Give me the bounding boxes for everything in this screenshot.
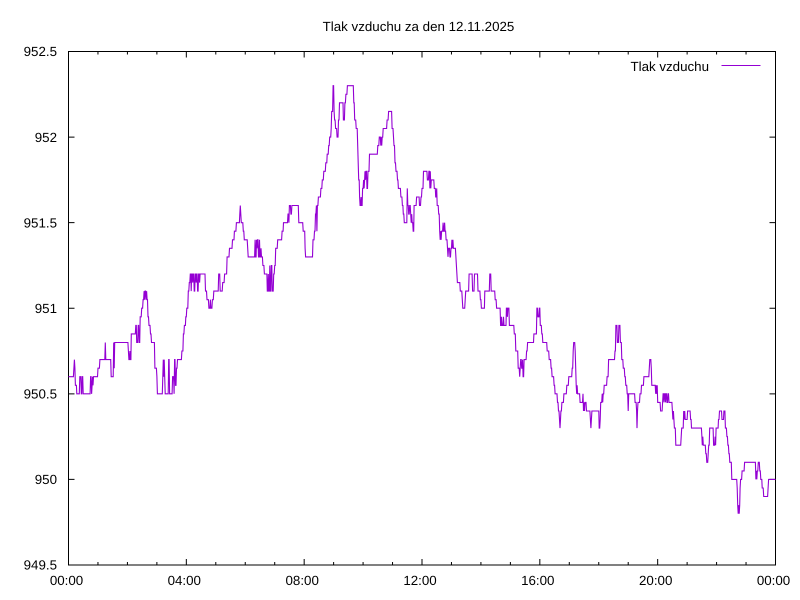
svg-text:951: 951 <box>35 301 57 316</box>
svg-text:04:00: 04:00 <box>168 573 201 588</box>
svg-text:08:00: 08:00 <box>286 573 319 588</box>
svg-text:00:00: 00:00 <box>757 573 790 588</box>
svg-text:950.5: 950.5 <box>24 387 57 402</box>
svg-text:16:00: 16:00 <box>521 573 554 588</box>
svg-text:Tlak vzduchu za den 12.11.2025: Tlak vzduchu za den 12.11.2025 <box>323 19 515 34</box>
svg-text:12:00: 12:00 <box>403 573 436 588</box>
svg-text:952: 952 <box>35 130 57 145</box>
svg-text:952.5: 952.5 <box>24 44 57 59</box>
svg-text:Tlak vzduchu: Tlak vzduchu <box>630 59 709 74</box>
svg-text:951.5: 951.5 <box>24 215 57 230</box>
svg-text:00:00: 00:00 <box>50 573 83 588</box>
svg-text:950: 950 <box>35 472 57 487</box>
svg-text:20:00: 20:00 <box>639 573 672 588</box>
svg-text:949.5: 949.5 <box>24 558 57 573</box>
